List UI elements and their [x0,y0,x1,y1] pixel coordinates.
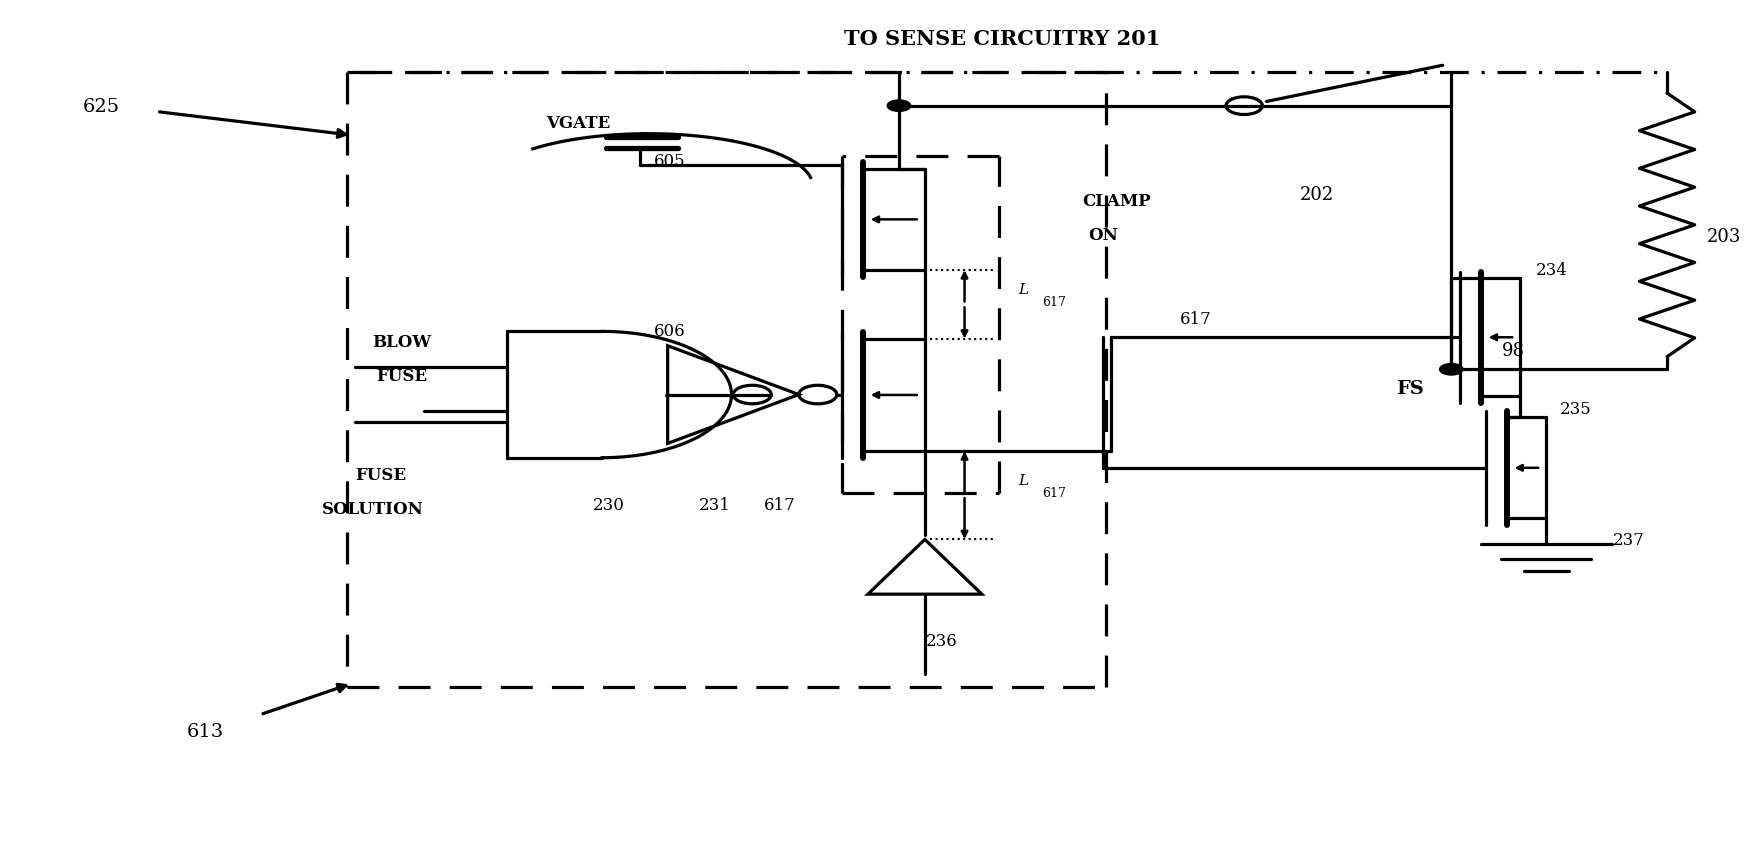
Text: ON: ON [1088,227,1118,244]
Text: 237: 237 [1612,531,1646,549]
Text: 617: 617 [1179,311,1212,327]
Text: 625: 625 [82,98,121,116]
Text: 236: 236 [926,632,957,649]
Text: FUSE: FUSE [356,467,407,484]
Text: 606: 606 [653,322,685,339]
Text: 617: 617 [763,496,795,513]
Circle shape [1440,364,1462,376]
Text: L: L [1019,283,1029,297]
Text: SOLUTION: SOLUTION [321,500,423,517]
Text: L: L [1019,473,1029,488]
Text: 202: 202 [1300,186,1333,204]
Circle shape [887,100,910,112]
Text: 203: 203 [1707,228,1742,246]
Text: FS: FS [1396,379,1424,398]
Text: TO SENSE CIRCUITRY 201: TO SENSE CIRCUITRY 201 [844,30,1160,49]
Text: 235: 235 [1560,401,1592,418]
Text: 605: 605 [653,153,685,170]
Text: BLOW: BLOW [372,333,432,350]
Text: CLAMP: CLAMP [1081,193,1151,210]
Text: 617: 617 [1043,487,1066,500]
Text: VGATE: VGATE [545,115,610,132]
Text: 617: 617 [1043,296,1066,309]
Text: 234: 234 [1536,262,1567,279]
Text: 230: 230 [592,496,625,513]
Text: 231: 231 [699,496,730,513]
Text: 613: 613 [187,722,224,740]
Text: 98: 98 [1502,342,1525,360]
Text: FUSE: FUSE [376,367,428,384]
